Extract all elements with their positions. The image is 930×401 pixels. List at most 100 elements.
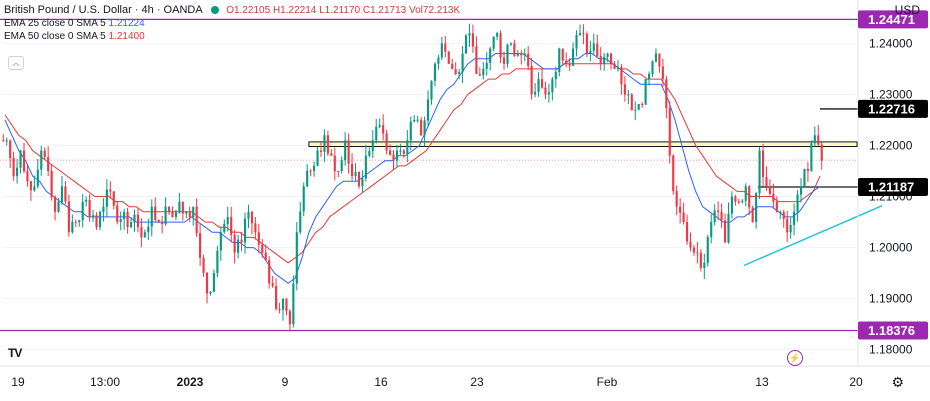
candle [368,147,371,158]
price-tag-label: 1.21187 [868,179,914,194]
resistance-zone-box[interactable] [308,141,858,148]
candle-body [257,232,260,245]
candle-body [382,125,385,134]
candle-body [468,33,471,36]
candle [720,203,723,229]
x-tick-label: Feb [597,375,618,389]
candle-body [406,140,409,154]
candle-body [758,150,761,194]
candle [437,54,440,70]
candle-body [534,91,537,95]
candle-body [361,178,364,187]
candle [192,206,195,226]
candle-body [651,61,654,75]
candle [347,133,350,174]
candle-body [9,140,12,159]
price-tag[interactable]: 1.22716 [858,99,928,118]
candle [741,199,744,204]
candle-body [527,53,530,67]
candle [589,40,592,62]
candle-body [768,186,771,194]
candle [647,71,651,86]
events-bolt-icon[interactable]: ⚡ [787,350,803,366]
candle [685,214,689,245]
symbol-title[interactable]: British Pound / U.S. Dollar · 4h · OANDA [4,4,203,16]
candle-body [240,239,243,243]
ema25-label[interactable]: EMA 25 close 0 SMA 5 [4,18,106,29]
candle-body [43,150,46,158]
candle [492,36,495,52]
candle [613,61,616,69]
candle [433,62,437,87]
candle [275,278,278,311]
candle-body [157,219,160,223]
candle [116,201,119,225]
candle-body [665,79,668,109]
candle-body [786,218,789,233]
candle [375,118,378,144]
candle [468,23,471,47]
candle [744,183,747,207]
ema50-label[interactable]: EMA 50 close 0 SMA 5 [4,31,106,42]
candle-body [703,262,706,268]
candle-body [119,219,122,223]
candle-body [509,43,512,45]
candle-body [551,79,554,93]
candle-body [748,186,751,208]
candle [109,181,112,199]
support-trendline[interactable] [743,205,883,267]
candle-body [558,48,561,72]
price-tag[interactable]: 1.24471 [858,10,928,29]
candle-body [502,57,506,64]
candle-body [5,140,8,142]
candle-body [181,201,184,214]
candle [682,202,685,225]
candle-body [275,286,278,309]
candle-body [772,193,775,202]
candle-body [323,135,326,152]
price-tag[interactable]: 1.18376 [858,321,928,340]
candle [395,144,399,167]
candle [271,275,274,288]
candle [755,192,758,229]
candle [9,139,12,168]
candle-body [679,206,682,213]
candle-body [47,157,50,172]
ohlc-values: O1.22105 H1.22214 L1.21170 C1.21713 Vol7… [226,5,461,16]
candle [54,195,57,221]
candle [392,150,395,171]
candle [281,298,285,321]
candle [378,118,381,129]
price-tag[interactable]: 1.21187 [858,177,928,196]
candle-body [230,216,233,235]
candle [19,149,22,174]
collapse-legend-icon[interactable]: ︿ [8,56,24,70]
candle-body [167,206,171,212]
candle [458,68,461,79]
candle-body [33,186,36,191]
candle [157,219,160,223]
candle-body [60,186,64,203]
candle-body [95,215,98,228]
candle-body [371,140,374,152]
candle-body [647,74,651,80]
candle-body [161,222,164,225]
candle [426,90,430,128]
currency-label[interactable]: USD [894,3,920,17]
candle-body [368,151,371,156]
settings-gear-icon[interactable]: ⚙ [891,374,904,390]
horizontal-levels [0,18,858,332]
candle-body [444,43,447,52]
candle-body [392,154,395,161]
candle-body [765,177,768,187]
candle-body [810,143,813,172]
candle [592,33,595,56]
candle [288,309,291,332]
candle [703,253,706,280]
candle [388,144,392,156]
tradingview-logo-icon[interactable]: TV [8,346,22,360]
candle-body [88,199,91,217]
candle-body [261,244,264,253]
candle-body [292,283,295,325]
